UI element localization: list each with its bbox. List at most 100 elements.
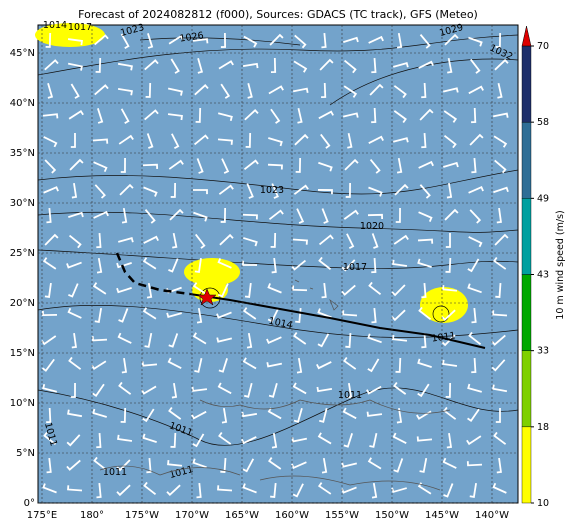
wind-barb [70,382,76,398]
wind-barb [196,482,202,499]
colorbar-tick-label: 70 [537,41,549,52]
wind-barb [121,207,128,224]
wind-barb [146,457,152,474]
isobar-label: 1014 [268,316,294,332]
wind-barb [467,258,480,273]
wind-barb [93,161,108,173]
wind-barb [118,134,134,145]
wind-barb [70,132,76,148]
wind-barb [167,87,183,96]
wind-barb [44,233,59,246]
wind-barb [170,182,176,198]
wind-barb [321,457,328,474]
wind-barb [91,360,107,371]
wind-barb [419,34,431,49]
wind-barb [67,62,83,71]
wind-barb [418,60,434,69]
wind-barb [367,358,380,373]
x-tick-label: 150°W [375,510,409,521]
wind-barb [421,332,427,349]
wind-barb [371,482,378,499]
wind-barb [267,407,282,420]
wind-barb [92,383,105,398]
wind-barbs [41,32,509,499]
wind-barb [245,132,252,148]
x-tick-label: 175°E [27,510,57,521]
wind-barb [242,62,259,69]
wind-barb [197,58,204,74]
wind-barb [295,157,302,173]
wind-barb [42,310,58,317]
colorbar-tick-label: 18 [537,422,549,433]
wind-barb [220,457,227,473]
wind-barb [469,482,477,498]
wind-barb [194,84,209,96]
wind-barb [469,209,482,224]
wind-barb [471,157,477,174]
wind-barb [97,108,104,124]
wind-barb [342,407,357,420]
wind-barb [218,431,232,445]
wind-barb [393,85,407,99]
wind-barb [419,108,434,121]
wind-barb [343,356,357,370]
wind-barb [96,232,102,249]
wind-barb [242,483,257,494]
colorbar-segment [521,45,532,123]
wind-barb [246,183,254,199]
wind-barb [393,234,409,245]
wind-barb [391,487,407,494]
wind-barb [41,335,57,346]
wind-barb [443,406,457,420]
colorbar-segment [521,350,532,428]
wind-barb [341,259,356,272]
wind-barb [369,432,378,448]
wind-barb [443,483,454,498]
wind-barb [220,32,227,48]
map-background [37,24,519,504]
wind-barb [466,461,483,467]
wind-barb [168,34,184,45]
wind-barb [196,158,204,174]
y-tick-label: 45°N [10,48,35,59]
wind-barb [42,383,58,393]
wind-barb [293,184,309,195]
wind-barb [121,357,128,374]
wind-barb [216,311,232,319]
wind-barb [318,161,333,172]
wind-barb [143,481,157,495]
wind-barb [171,382,178,399]
wind-barb [217,138,233,145]
wind-barb [244,282,252,298]
wind-barb [468,36,483,47]
wind-barb [442,285,458,292]
wind-barb [492,310,508,317]
isobar-label: 1023 [260,185,284,196]
wind-barb [116,262,132,269]
coastlines [99,279,451,491]
wind-barb [194,357,203,373]
wind-barb [94,84,109,96]
wind-area [35,23,105,47]
wind-barb [170,58,180,74]
wind-barb [392,432,407,444]
wind-barb [393,62,409,68]
wind-area [420,287,468,323]
wind-barb [143,235,159,244]
wind-barb [342,112,359,118]
wind-barb [421,282,427,299]
wind-barb [371,257,377,274]
wind-barb [417,258,432,268]
isobar-label: 1017 [68,22,92,33]
wind-barb [67,485,83,492]
wind-barb [67,409,83,418]
wind-barb [393,137,409,143]
wind-barb [217,112,233,122]
wind-barb [192,38,209,44]
wind-barb [416,436,433,442]
past-track [115,252,191,296]
wind-barb [341,284,356,296]
wind-barb [321,282,327,299]
x-tick-label: 155°W [325,510,359,521]
wind-barb [447,57,453,74]
